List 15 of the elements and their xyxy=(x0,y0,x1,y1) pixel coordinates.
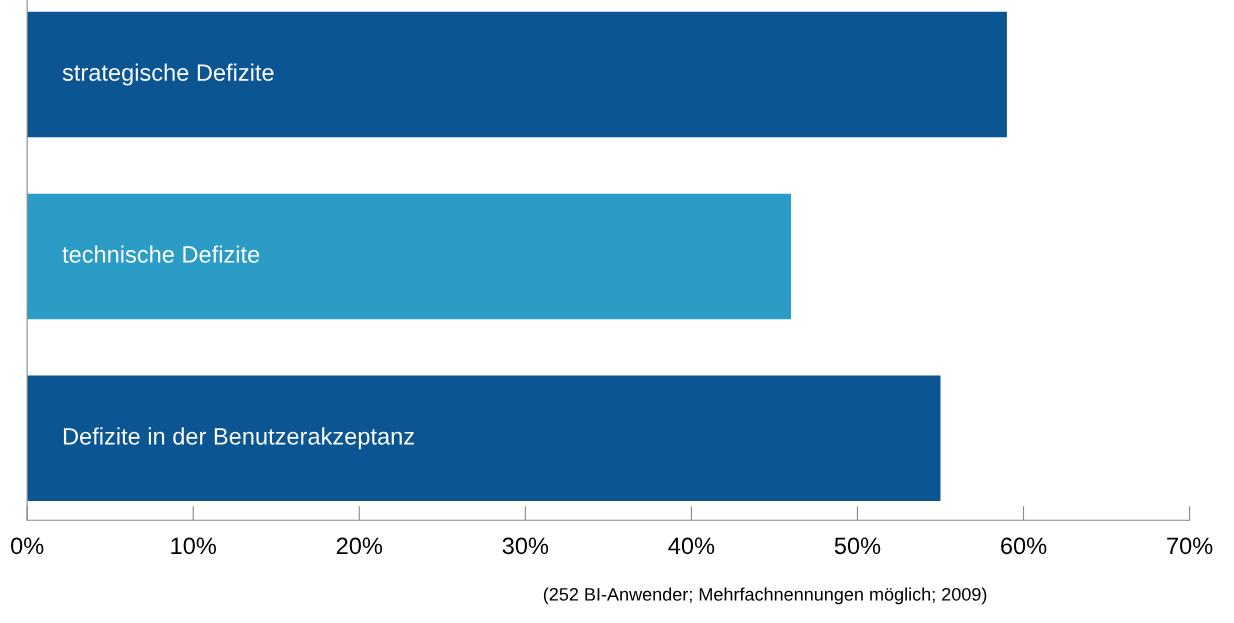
x-tick-label: 0% xyxy=(11,537,44,555)
text: (252 BI-Anwender; Mehrfachnennungen möglich; 2009) xyxy=(543,587,987,605)
bar xyxy=(27,375,941,502)
x-tick-label: 30% xyxy=(502,537,549,555)
x-tick-label: 40% xyxy=(668,537,715,555)
y-tick-label: technische Defizite xyxy=(62,245,260,263)
x-tick-label: 20% xyxy=(336,537,383,555)
y-tick-label: strategische Defizite xyxy=(62,63,274,86)
x-tick-label: 70% xyxy=(1167,537,1213,555)
bar xyxy=(27,11,1007,138)
bar xyxy=(27,193,792,320)
x-tick-label: 50% xyxy=(834,537,881,555)
x-tick-label: 60% xyxy=(1001,537,1047,555)
x-tick-label: 10% xyxy=(171,537,216,555)
y-tick-label: Defizite in der Benutzerakzeptanz xyxy=(63,427,414,450)
